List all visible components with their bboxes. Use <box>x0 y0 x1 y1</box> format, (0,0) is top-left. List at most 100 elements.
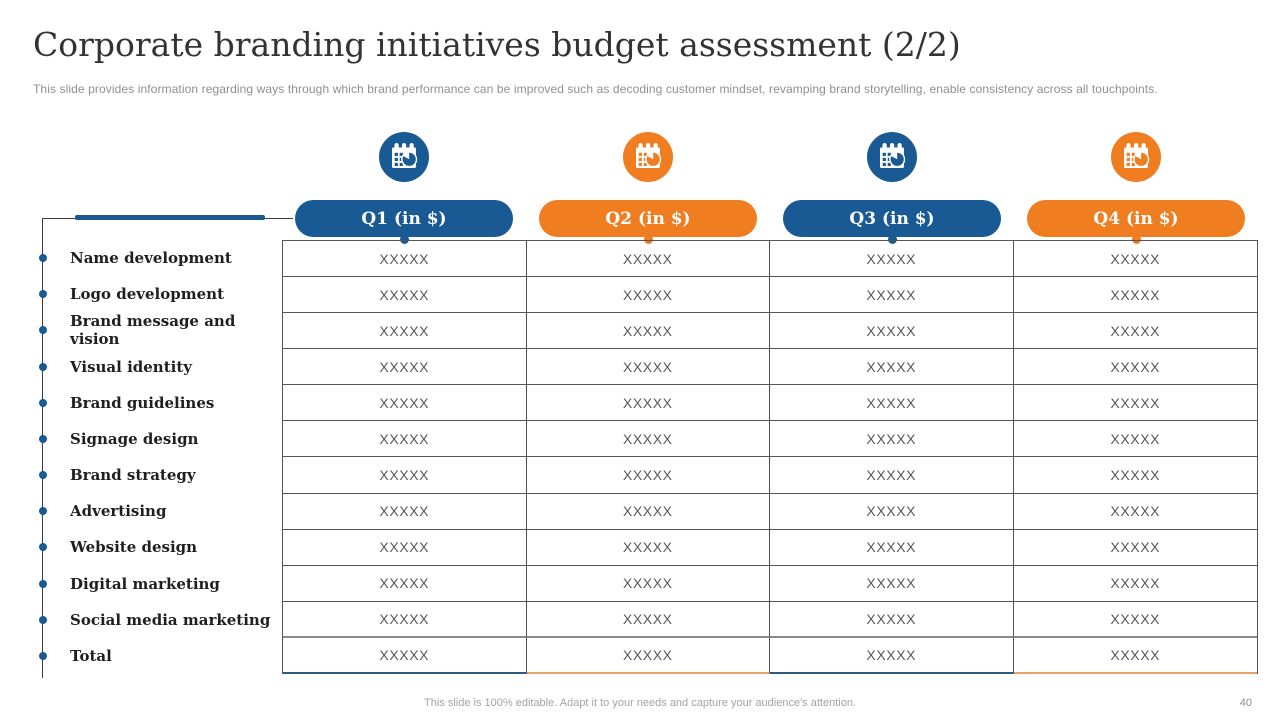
table-cell: XXXXX <box>770 385 1014 422</box>
table-cell: XXXXX <box>283 313 527 350</box>
table-cell: XXXXX <box>283 349 527 386</box>
table-cell: XXXXX <box>1013 457 1257 494</box>
dot-bullet-icon <box>39 543 47 552</box>
dot-bullet-icon <box>39 434 47 443</box>
row-label: Visual identity <box>70 357 192 376</box>
row-label-item: Signage design <box>0 421 282 457</box>
row-label: Brand message and vision <box>70 312 236 349</box>
dot-bullet-icon <box>39 651 47 660</box>
row-label: Advertising <box>70 502 167 521</box>
page-title: Corporate branding initiatives budget as… <box>33 25 961 64</box>
row-label-item: Digital marketing <box>0 566 282 602</box>
row-label: Website design <box>70 538 198 557</box>
table-cell: XXXXX <box>283 529 527 566</box>
dot-bullet-icon <box>39 398 47 407</box>
row-label: Total <box>70 646 112 665</box>
slide-subtitle: This slide provides information regardin… <box>33 82 1158 96</box>
table-cell: XXXXX <box>526 565 770 602</box>
table-cell: XXXXX <box>526 277 770 314</box>
table-cell: XXXXX <box>526 241 770 278</box>
calendar-chart-icon <box>867 132 917 182</box>
table-cell: XXXXX <box>526 529 770 566</box>
table-cell: XXXXX <box>770 349 1014 386</box>
table-cell: XXXXX <box>770 637 1014 674</box>
table-cell: XXXXX <box>283 421 527 458</box>
table-cell: XXXXX <box>526 421 770 458</box>
row-label: Logo development <box>70 285 224 304</box>
dot-bullet-icon <box>39 615 47 624</box>
table-cell: XXXXX <box>1013 277 1257 314</box>
row-label: Brand strategy <box>70 466 196 485</box>
table-cell: XXXXX <box>283 277 527 314</box>
footer-note: This slide is 100% editable. Adapt it to… <box>424 697 856 709</box>
table-cell: XXXXX <box>1013 602 1257 638</box>
connector-dot-icon <box>1131 235 1141 244</box>
table-cell: XXXXX <box>526 601 770 638</box>
row-label-item: Brand strategy <box>0 457 282 493</box>
row-label: Digital marketing <box>70 574 220 593</box>
table-cell: XXXXX <box>770 277 1014 314</box>
row-label-item: Advertising <box>0 493 282 529</box>
quarter-pill-q2: Q2 (in $) <box>539 200 757 237</box>
table-cell: XXXXX <box>770 601 1014 638</box>
calendar-chart-icon <box>379 132 429 182</box>
table-cell: XXXXX <box>283 493 527 530</box>
dot-bullet-icon <box>39 362 47 371</box>
row-label-item: Brand guidelines <box>0 385 282 421</box>
calendar-chart-icon <box>1111 132 1161 182</box>
table-cell: XXXXX <box>1013 349 1257 386</box>
table-cell: XXXXX <box>1013 241 1257 278</box>
table-cell: XXXXX <box>526 349 770 386</box>
quarter-pill-q1: Q1 (in $) <box>295 200 513 237</box>
budget-table: XXXXX XXXXX XXXXX XXXXX XXXXX XXXXX XXXXX XXXXX… <box>282 240 1258 674</box>
dot-bullet-icon <box>39 471 47 480</box>
dot-bullet-icon <box>39 254 47 263</box>
table-cell: XXXXX <box>283 457 527 494</box>
table-cell: XXXXX <box>1013 530 1257 566</box>
table-cell: XXXXX <box>770 529 1014 566</box>
table-cell: XXXXX <box>283 241 527 278</box>
table-cell: XXXXX <box>770 421 1014 458</box>
row-label-item: Logo development <box>0 276 282 312</box>
table-cell: XXXXX <box>770 241 1014 278</box>
dot-bullet-icon <box>39 507 47 516</box>
dot-bullet-icon <box>39 579 47 588</box>
dot-bullet-icon <box>39 326 47 335</box>
table-cell: XXXXX <box>526 385 770 422</box>
row-label: Brand guidelines <box>70 393 215 412</box>
table-cell: XXXXX <box>1013 421 1257 458</box>
table-cell: XXXXX <box>1013 385 1257 422</box>
table-cell: XXXXX <box>1013 313 1257 350</box>
bracket-vertical-line <box>42 218 43 678</box>
page-number: 40 <box>1239 697 1252 709</box>
table-cell: XXXXX <box>526 493 770 530</box>
table-cell: XXXXX <box>1013 494 1257 530</box>
dot-bullet-icon <box>39 290 47 299</box>
row-label-item: Social media marketing <box>0 602 282 638</box>
table-cell: XXXXX <box>283 637 527 674</box>
table-cell: XXXXX <box>770 493 1014 530</box>
row-label: Social media marketing <box>70 610 271 629</box>
table-cell: XXXXX <box>1013 638 1257 674</box>
table-cell: XXXXX <box>283 565 527 602</box>
bracket-accent-bar <box>75 215 265 220</box>
row-label-item: Name development <box>0 240 282 276</box>
row-label-item: Brand message and vision <box>0 312 282 348</box>
connector-dot-icon <box>887 235 897 244</box>
quarter-pill-q3: Q3 (in $) <box>783 200 1001 237</box>
row-label: Signage design <box>70 429 199 448</box>
table-cell: XXXXX <box>526 637 770 674</box>
table-cell: XXXXX <box>283 385 527 422</box>
row-label-item: Website design <box>0 529 282 565</box>
quarter-pill-q4: Q4 (in $) <box>1027 200 1245 237</box>
table-cell: XXXXX <box>1013 566 1257 602</box>
table-cell: XXXXX <box>283 601 527 638</box>
table-cell: XXXXX <box>526 313 770 350</box>
connector-dot-icon <box>643 235 653 244</box>
row-label-item: Total <box>0 638 282 674</box>
connector-dot-icon <box>399 235 409 244</box>
row-label: Name development <box>70 249 232 268</box>
table-cell: XXXXX <box>770 457 1014 494</box>
table-cell: XXXXX <box>770 313 1014 350</box>
